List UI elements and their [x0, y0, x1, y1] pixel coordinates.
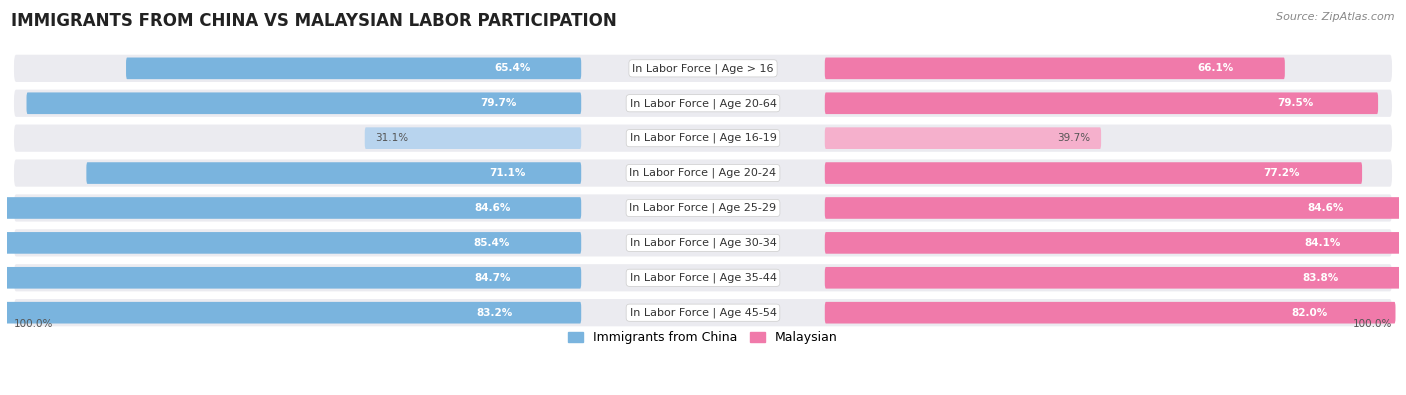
Text: In Labor Force | Age 45-54: In Labor Force | Age 45-54	[630, 307, 776, 318]
FancyBboxPatch shape	[364, 127, 581, 149]
Text: 31.1%: 31.1%	[375, 133, 408, 143]
FancyBboxPatch shape	[825, 267, 1406, 289]
FancyBboxPatch shape	[14, 229, 1392, 256]
Text: 39.7%: 39.7%	[1057, 133, 1091, 143]
Text: 79.7%: 79.7%	[479, 98, 516, 108]
Text: 65.4%: 65.4%	[495, 63, 531, 73]
FancyBboxPatch shape	[825, 58, 1285, 79]
Text: 84.7%: 84.7%	[475, 273, 510, 283]
FancyBboxPatch shape	[14, 55, 1392, 82]
Text: Source: ZipAtlas.com: Source: ZipAtlas.com	[1277, 12, 1395, 22]
FancyBboxPatch shape	[14, 160, 1392, 187]
Text: 83.8%: 83.8%	[1302, 273, 1339, 283]
FancyBboxPatch shape	[3, 302, 581, 324]
Text: In Labor Force | Age > 16: In Labor Force | Age > 16	[633, 63, 773, 73]
Text: 82.0%: 82.0%	[1292, 308, 1329, 318]
Text: In Labor Force | Age 16-19: In Labor Force | Age 16-19	[630, 133, 776, 143]
FancyBboxPatch shape	[825, 127, 1101, 149]
Text: 71.1%: 71.1%	[489, 168, 526, 178]
FancyBboxPatch shape	[0, 267, 581, 289]
FancyBboxPatch shape	[0, 197, 581, 219]
FancyBboxPatch shape	[86, 162, 581, 184]
Text: IMMIGRANTS FROM CHINA VS MALAYSIAN LABOR PARTICIPATION: IMMIGRANTS FROM CHINA VS MALAYSIAN LABOR…	[11, 12, 617, 30]
Text: In Labor Force | Age 20-24: In Labor Force | Age 20-24	[630, 168, 776, 178]
Text: 77.2%: 77.2%	[1263, 168, 1299, 178]
Text: 85.4%: 85.4%	[474, 238, 510, 248]
Text: 100.0%: 100.0%	[1353, 320, 1392, 329]
FancyBboxPatch shape	[825, 302, 1396, 324]
FancyBboxPatch shape	[825, 232, 1406, 254]
FancyBboxPatch shape	[127, 58, 581, 79]
Text: In Labor Force | Age 30-34: In Labor Force | Age 30-34	[630, 238, 776, 248]
FancyBboxPatch shape	[14, 124, 1392, 152]
FancyBboxPatch shape	[14, 90, 1392, 117]
Legend: Immigrants from China, Malaysian: Immigrants from China, Malaysian	[568, 331, 838, 344]
FancyBboxPatch shape	[14, 299, 1392, 326]
FancyBboxPatch shape	[825, 92, 1378, 114]
Text: 79.5%: 79.5%	[1277, 98, 1313, 108]
Text: 84.6%: 84.6%	[1308, 203, 1344, 213]
Text: In Labor Force | Age 20-64: In Labor Force | Age 20-64	[630, 98, 776, 109]
Text: In Labor Force | Age 35-44: In Labor Force | Age 35-44	[630, 273, 776, 283]
FancyBboxPatch shape	[825, 162, 1362, 184]
FancyBboxPatch shape	[14, 194, 1392, 222]
Text: In Labor Force | Age 25-29: In Labor Force | Age 25-29	[630, 203, 776, 213]
Text: 100.0%: 100.0%	[14, 320, 53, 329]
Text: 66.1%: 66.1%	[1198, 63, 1234, 73]
Text: 84.1%: 84.1%	[1305, 238, 1340, 248]
Text: 83.2%: 83.2%	[477, 308, 512, 318]
FancyBboxPatch shape	[825, 197, 1406, 219]
FancyBboxPatch shape	[27, 92, 581, 114]
FancyBboxPatch shape	[14, 264, 1392, 292]
Text: 84.6%: 84.6%	[475, 203, 510, 213]
FancyBboxPatch shape	[0, 232, 581, 254]
